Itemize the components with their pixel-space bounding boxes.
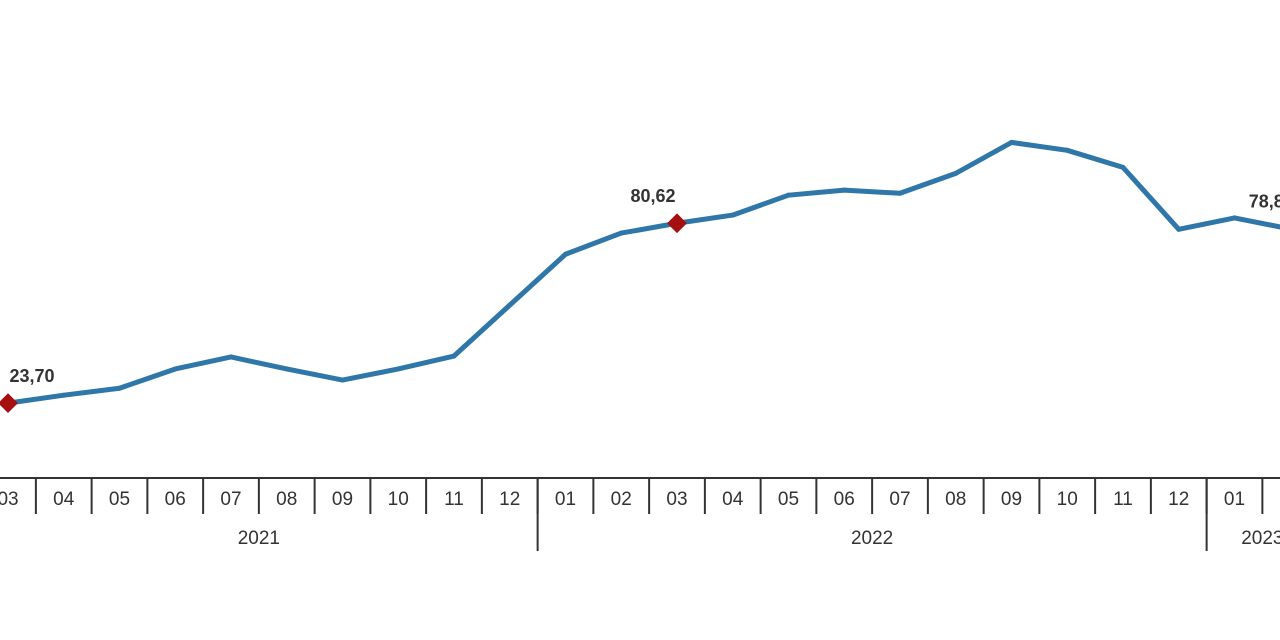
x-tick-label: 03 [0, 489, 19, 510]
x-tick-label: 06 [165, 489, 186, 510]
data-point [228, 354, 234, 360]
data-point [284, 366, 290, 372]
data-point [1120, 164, 1126, 170]
highlight-marker [667, 213, 687, 234]
data-point [172, 366, 178, 372]
x-tick-label: 08 [276, 489, 297, 510]
year-label: 2021 [238, 528, 280, 549]
data-point [1232, 215, 1237, 221]
data-point [117, 385, 122, 391]
x-tick-label: 07 [220, 489, 241, 510]
value-label: 78,8 [1249, 192, 1280, 212]
value-label: 80,62 [630, 186, 675, 206]
year-label: 2022 [851, 528, 893, 549]
data-point [61, 392, 67, 398]
x-tick-label: 04 [53, 489, 75, 510]
data-point [953, 170, 959, 176]
data-point [340, 377, 345, 383]
x-tick-label: 10 [1057, 489, 1078, 510]
data-point [1176, 226, 1182, 232]
data-point [897, 190, 903, 196]
x-tick-label: 05 [778, 489, 799, 510]
x-tick-label: 10 [388, 489, 409, 510]
data-line [7, 139, 1280, 406]
year-label: 2023 [1241, 528, 1280, 549]
data-point [730, 212, 736, 218]
x-tick-label: 06 [834, 489, 855, 510]
data-point [1009, 139, 1014, 145]
x-tick-label: 02 [611, 489, 632, 510]
data-point [507, 302, 513, 308]
x-tick-label: 01 [1224, 489, 1245, 510]
x-tick-label: 03 [666, 489, 687, 510]
x-tick-label: 01 [555, 489, 576, 510]
data-point [841, 187, 847, 193]
x-tick-label: 12 [1168, 489, 1189, 510]
data-point [1064, 147, 1070, 153]
data-point [395, 366, 401, 372]
x-tick-label: 11 [444, 489, 464, 510]
x-tick-label: 07 [889, 489, 910, 510]
data-point [563, 251, 568, 257]
x-tick-label: 09 [332, 489, 353, 510]
data-point [786, 192, 791, 198]
data-point [618, 230, 624, 236]
x-tick-label: 09 [1001, 489, 1022, 510]
data-point [451, 353, 457, 359]
value-label: 23,70 [9, 366, 54, 386]
x-tick-label: 08 [945, 489, 966, 510]
highlight-marker [0, 393, 18, 414]
x-tick-label: 04 [722, 489, 744, 510]
x-tick-label: 12 [499, 489, 520, 510]
x-tick-label: 11 [1113, 489, 1133, 510]
x-tick-label: 05 [109, 489, 130, 510]
